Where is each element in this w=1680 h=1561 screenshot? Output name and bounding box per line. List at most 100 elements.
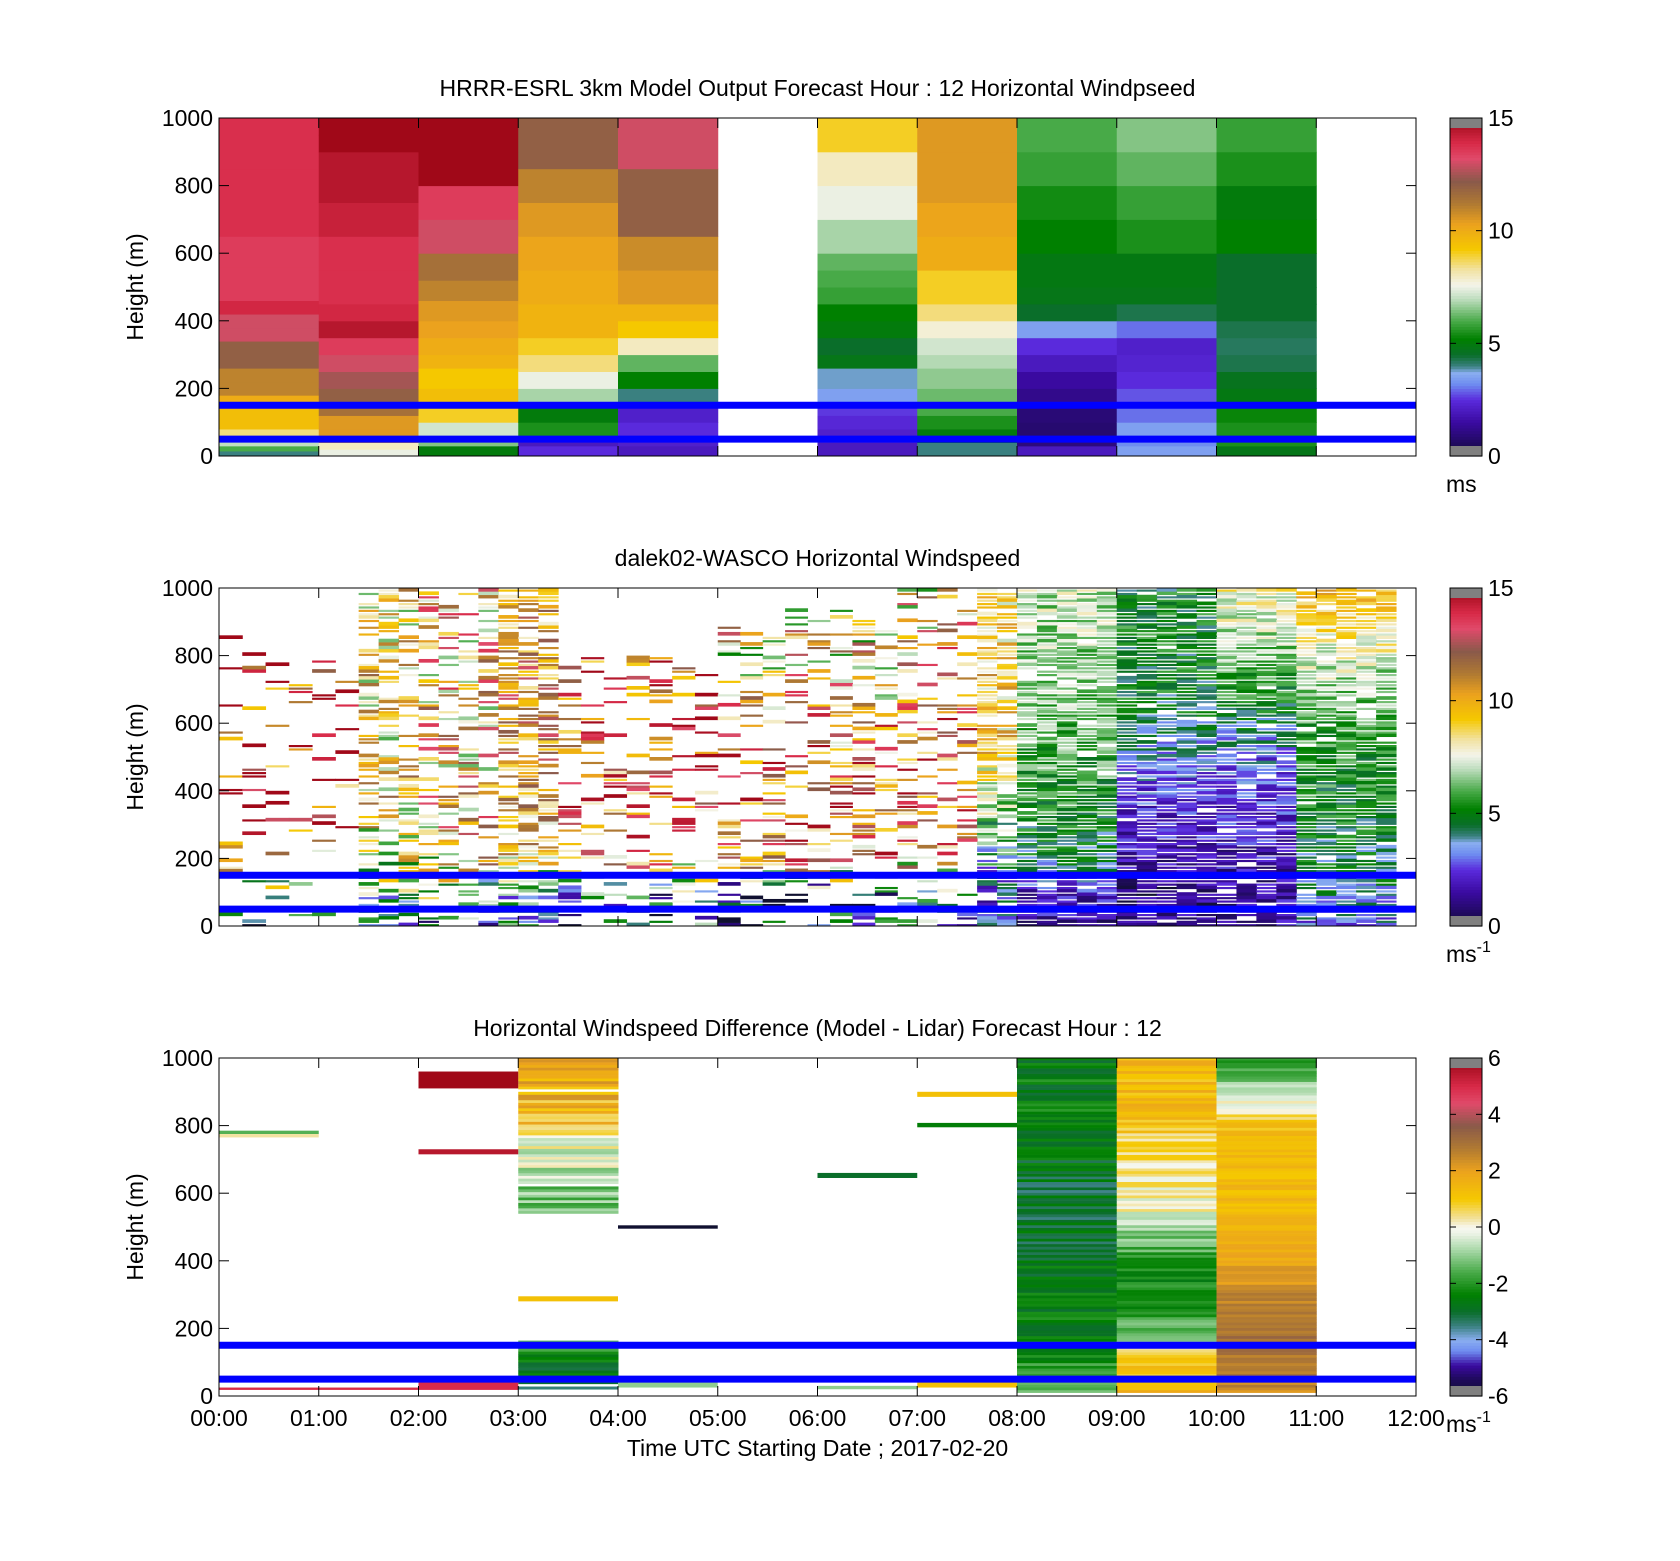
heatmap-cell — [1076, 788, 1098, 792]
heatmap-cell — [1196, 897, 1217, 900]
heatmap-cell — [418, 917, 439, 920]
heatmap-cell — [1296, 692, 1317, 697]
heatmap-cell — [498, 917, 519, 920]
heatmap-cell — [242, 880, 267, 883]
heatmap-cell — [1216, 880, 1237, 883]
heatmap-cell — [1076, 838, 1098, 842]
heatmap-cell — [498, 631, 519, 636]
heatmap-cell — [977, 635, 998, 639]
heatmap-cell — [1017, 1238, 1118, 1242]
heatmap-cell — [1056, 665, 1078, 670]
heatmap-cell — [219, 300, 320, 315]
heatmap-cell — [1116, 623, 1138, 626]
heatmap-cell — [1316, 807, 1337, 812]
heatmap-cell — [1156, 704, 1178, 707]
colorbar-segment — [1450, 1207, 1482, 1211]
heatmap-cell — [1256, 809, 1277, 812]
heatmap-cell — [1276, 626, 1297, 629]
heatmap-cell — [398, 792, 419, 795]
colorbar-segment — [1450, 210, 1482, 215]
heatmap-cell — [1336, 773, 1357, 778]
heatmap-cell — [518, 784, 539, 788]
heatmap-cell — [1017, 702, 1038, 707]
heatmap-cell — [518, 1140, 619, 1144]
colorbar-segment — [1450, 196, 1482, 201]
heatmap-cell — [1136, 755, 1158, 758]
heatmap-cell — [1316, 895, 1337, 900]
heatmap-cell — [1017, 886, 1038, 890]
heatmap-cell — [937, 797, 958, 802]
heatmap-cell — [1336, 788, 1357, 792]
heatmap-cell — [1116, 1389, 1217, 1393]
heatmap-cell — [1017, 1170, 1118, 1174]
heatmap-cell — [1316, 886, 1337, 890]
heatmap-cell — [478, 603, 499, 606]
heatmap-cell — [977, 684, 998, 687]
heatmap-cell — [1017, 1389, 1118, 1393]
heatmap-cell — [518, 1083, 619, 1087]
heatmap-cell — [1096, 898, 1118, 903]
colorbar-segment — [1450, 692, 1482, 696]
heatmap-cell — [1017, 914, 1038, 917]
heatmap-cell — [1176, 807, 1198, 812]
heatmap-cell — [1116, 1181, 1217, 1185]
heatmap-cell — [1116, 882, 1138, 886]
heatmap-cell — [358, 669, 380, 673]
heatmap-cell — [1096, 623, 1118, 626]
heatmap-cell — [618, 405, 719, 423]
heatmap-cell — [518, 1110, 619, 1114]
heatmap-cell — [518, 371, 619, 389]
heatmap-cell — [478, 724, 499, 727]
heatmap-cell — [740, 895, 764, 900]
heatmap-cell — [1216, 606, 1237, 609]
heatmap-cell — [1136, 885, 1158, 890]
heatmap-cell — [1236, 672, 1257, 677]
heatmap-cell — [1356, 817, 1377, 822]
heatmap-cell — [518, 844, 539, 849]
heatmap-cell — [1017, 1108, 1118, 1112]
heatmap-cell — [1216, 1160, 1317, 1164]
heatmap-cell — [1116, 670, 1138, 673]
colorbar-segment — [1450, 1252, 1482, 1256]
heatmap-cell — [1336, 726, 1357, 731]
heatmap-cell — [558, 822, 582, 825]
heatmap-cell — [1056, 787, 1078, 792]
heatmap-cell — [1056, 919, 1078, 923]
heatmap-cell — [1256, 851, 1277, 856]
heatmap-cell — [977, 807, 998, 812]
heatmap-cell — [1216, 903, 1237, 907]
heatmap-cell — [1096, 663, 1118, 667]
heatmap-cell — [518, 589, 539, 592]
heatmap-cell — [1316, 674, 1337, 677]
heatmap-cell — [997, 755, 1018, 758]
heatmap-cell — [398, 663, 419, 667]
heatmap-cell — [1017, 1246, 1118, 1250]
heatmap-cell — [1336, 686, 1357, 690]
heatmap-cell — [418, 608, 439, 612]
heatmap-cell — [1156, 843, 1178, 846]
heatmap-cell — [1376, 603, 1397, 606]
heatmap-cell — [478, 690, 499, 694]
heatmap-cell — [1236, 841, 1257, 846]
heatmap-cell — [1256, 714, 1277, 717]
heatmap-cell — [1216, 1114, 1317, 1118]
heatmap-cell — [1076, 717, 1098, 721]
heatmap-cell — [312, 660, 336, 663]
heatmap-cell — [1017, 589, 1038, 592]
heatmap-cell — [1116, 1311, 1217, 1315]
heatmap-cell — [1376, 767, 1397, 771]
heatmap-cell — [518, 686, 539, 690]
heatmap-cell — [897, 640, 918, 643]
heatmap-cell — [1276, 782, 1297, 785]
heatmap-cell — [1356, 851, 1377, 856]
heatmap-cell — [1316, 755, 1337, 758]
colorbar-segment — [1450, 700, 1482, 705]
heatmap-cell — [1017, 1116, 1118, 1120]
colorbar-segment — [1450, 1153, 1482, 1158]
heatmap-cell — [1316, 592, 1337, 596]
heatmap-cell — [829, 696, 853, 700]
y-axis-label: Height (m) — [122, 1173, 148, 1280]
colorbar-segment — [1450, 157, 1482, 161]
heatmap-cell — [358, 826, 380, 829]
colorbar-segment — [1450, 604, 1482, 609]
